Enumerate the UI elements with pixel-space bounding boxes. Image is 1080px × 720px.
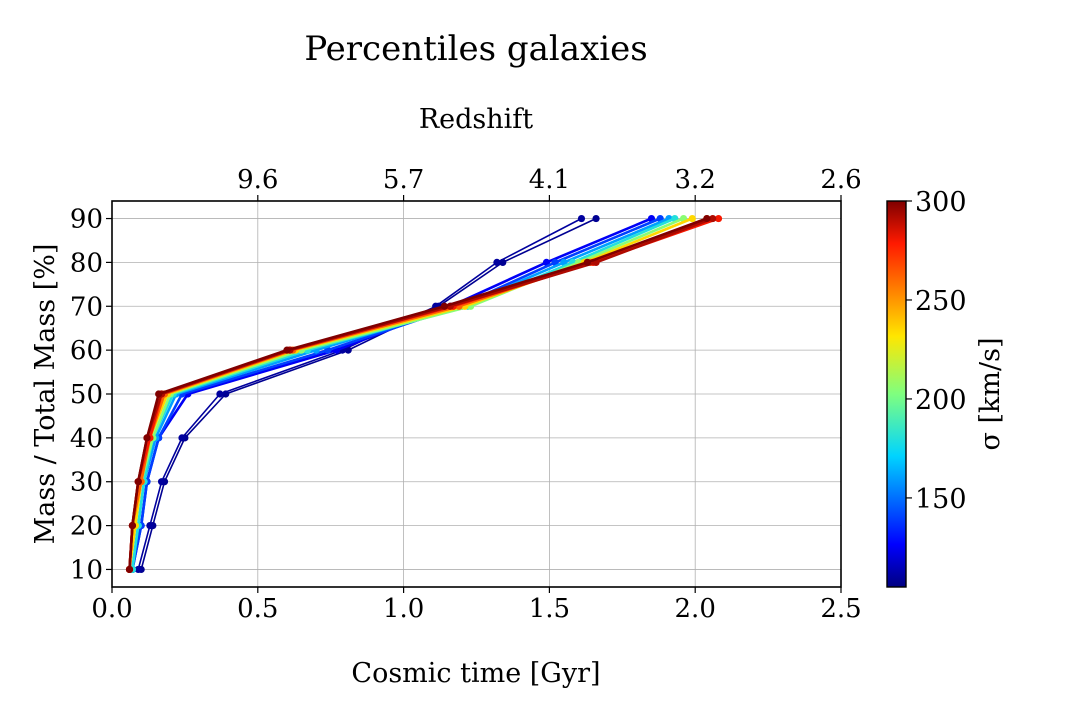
data-point (178, 434, 186, 442)
data-point (440, 302, 449, 310)
y-tick-label: 80 (70, 248, 103, 278)
x-tick-label: 0.0 (91, 594, 132, 624)
x-tick-label: 2.5 (820, 594, 861, 624)
data-point (688, 214, 696, 223)
data-point (216, 390, 224, 398)
data-point (714, 214, 723, 223)
data-point (592, 214, 600, 223)
colorbar-tick-label: 150 (915, 484, 967, 515)
series-0 (137, 214, 600, 574)
data-point (143, 434, 151, 442)
data-point (583, 258, 591, 267)
top-tick-label: 5.7 (383, 165, 424, 195)
top-tick-label: 4.1 (529, 165, 570, 195)
y-tick-label: 30 (70, 468, 103, 498)
data-point (157, 478, 166, 486)
top-tick-label: 9.6 (237, 165, 278, 195)
data-point (493, 258, 501, 267)
x-tick-label: 1.5 (529, 594, 570, 624)
x-tick-label: 1.0 (383, 594, 424, 624)
data-point (146, 521, 154, 530)
data-point (709, 214, 717, 223)
data-point (703, 214, 711, 223)
data-point (125, 565, 134, 574)
chart-title: Percentiles galaxies (304, 29, 647, 69)
top-tick-label: 2.6 (820, 165, 861, 195)
y-axis-label: Mass / Total Mass [%] (30, 244, 61, 545)
data-point (134, 565, 142, 574)
colorbar-label: σ [km/s] (975, 338, 1006, 451)
y-tick-label: 50 (70, 380, 103, 410)
y-tick-label: 90 (70, 205, 103, 235)
data-point (577, 214, 586, 223)
data-point (128, 521, 137, 530)
colorbar-tick-label: 200 (915, 385, 967, 416)
data-point (134, 478, 142, 486)
x-tick-label: 0.5 (237, 594, 278, 624)
colorbar (886, 200, 907, 588)
y-tick-label: 40 (70, 424, 103, 454)
x-axis-label: Cosmic time [Gyr] (351, 658, 600, 689)
x-tick-label: 2.0 (675, 594, 716, 624)
y-tick-label: 70 (70, 292, 103, 322)
series-11 (125, 214, 711, 574)
colorbar-tick-label: 250 (915, 286, 967, 317)
data-point (283, 346, 291, 354)
colorbar-ticks: 150 200 250 300 (906, 187, 967, 515)
y-tick-label: 60 (70, 336, 103, 366)
series-layer (125, 214, 723, 574)
data-point (155, 390, 163, 398)
y-tick-label: 10 (70, 555, 103, 585)
y-tick-label: 20 (70, 512, 103, 542)
top-tick-label: 3.2 (675, 165, 716, 195)
colorbar-tick-label: 300 (915, 187, 967, 218)
top-axis-label: Redshift (419, 104, 533, 135)
axis-ticks: 0.0 0.5 1.0 1.5 2.0 2.5 10 20 30 40 50 60 70 80 90 9.6 5… (70, 165, 862, 624)
